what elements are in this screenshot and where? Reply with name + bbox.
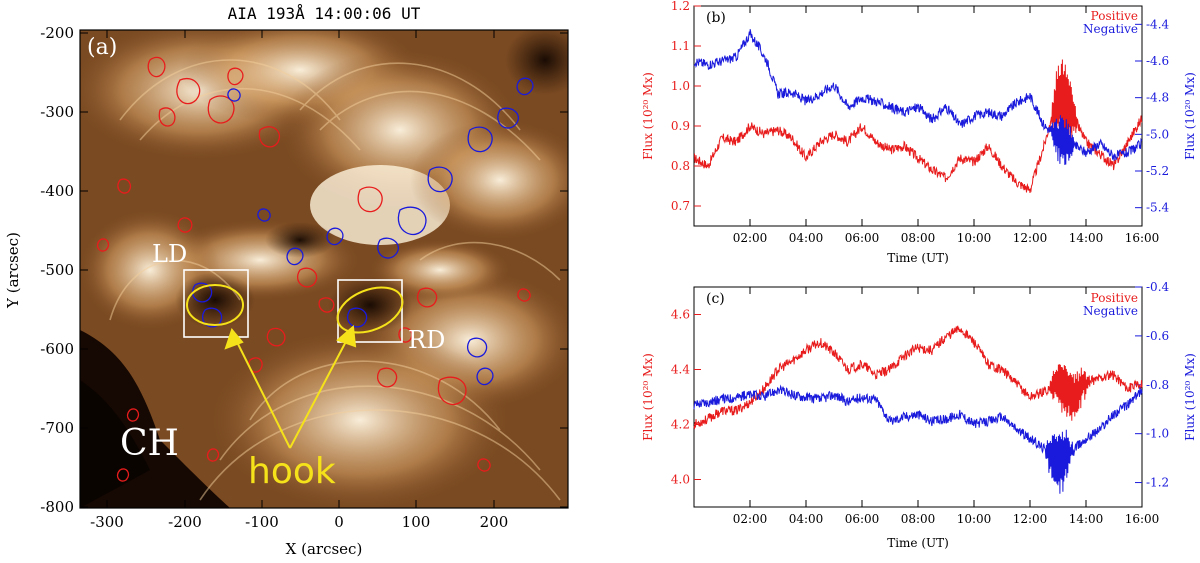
y-right-tick-label: -1.2 bbox=[1146, 476, 1169, 490]
x-tick-label: 16:00 bbox=[1125, 512, 1160, 526]
panel-c: 02:00 04:00 06:00 08:00 10:00 12:00 14:00 16:00… bbox=[641, 280, 1197, 550]
panel-c-label: (c) bbox=[706, 291, 725, 307]
x-tick-label: 02:00 bbox=[733, 512, 768, 526]
x-tick-label: 06:00 bbox=[845, 231, 880, 245]
y-left-tick-label: 4.4 bbox=[671, 363, 690, 377]
x-tick-label: 10:00 bbox=[957, 231, 992, 245]
x-tick-label: 14:00 bbox=[1069, 231, 1104, 245]
x-tick-label: 16:00 bbox=[1125, 231, 1160, 245]
x-tick-label: 14:00 bbox=[1069, 512, 1104, 526]
panel-b-label: (b) bbox=[706, 10, 726, 26]
label-ch: CH bbox=[120, 423, 179, 464]
ld-box bbox=[183, 269, 249, 338]
y-left-tick-label: 1.0 bbox=[671, 79, 690, 93]
y-left-tick-label: 1.1 bbox=[671, 39, 690, 53]
negative-contours bbox=[192, 77, 534, 386]
legend-positive: Positive bbox=[1091, 9, 1138, 23]
x-tick-label: 06:00 bbox=[845, 512, 880, 526]
panel-a-title: AIA 193Å 14:00:06 UT bbox=[228, 4, 421, 23]
label-hook: hook bbox=[248, 451, 336, 492]
y-left-tick-label: 0.9 bbox=[671, 119, 690, 133]
panel-a: AIA 193Å 14:00:06 UT bbox=[4, 4, 569, 558]
legend-positive: Positive bbox=[1091, 291, 1138, 305]
panel-a-frame bbox=[79, 29, 569, 509]
panel-a-label: (a) bbox=[87, 35, 117, 60]
panel-c-ylabel-right: Flux (10²⁰ Mx) bbox=[1183, 353, 1197, 441]
y-right-tick-label: -5.0 bbox=[1146, 127, 1169, 141]
panel-c-xlabel: Time (UT) bbox=[887, 536, 949, 550]
series-negative bbox=[693, 384, 1143, 494]
x-tick-label: 08:00 bbox=[901, 512, 936, 526]
y-right-tick-label: -0.8 bbox=[1146, 378, 1169, 392]
legend-negative: Negative bbox=[1083, 304, 1138, 318]
ld-hook-ellipse bbox=[186, 284, 244, 326]
y-left-tick-label: 0.8 bbox=[671, 159, 690, 173]
series-positive bbox=[693, 325, 1143, 430]
y-left-tick-label: 1.2 bbox=[671, 0, 690, 13]
legend-negative: Negative bbox=[1083, 22, 1138, 36]
panel-a-x-ticks bbox=[106, 30, 495, 508]
y-left-tick-label: 4.6 bbox=[671, 308, 690, 322]
panel-a-xlabel: X (arcsec) bbox=[286, 540, 363, 558]
x-tick-label: 100 bbox=[402, 513, 431, 531]
y-right-tick-label: -4.4 bbox=[1146, 17, 1170, 31]
y-right-tick-label: -5.4 bbox=[1146, 201, 1170, 215]
y-tick-label: -600 bbox=[40, 340, 74, 358]
y-tick-label: -200 bbox=[40, 24, 74, 42]
panel-a-y-ticks bbox=[80, 32, 568, 508]
x-tick-label: -200 bbox=[168, 513, 202, 531]
y-left-tick-label: 4.2 bbox=[671, 418, 690, 432]
y-right-tick-label: -4.6 bbox=[1146, 54, 1169, 68]
panel-b-xlabel: Time (UT) bbox=[887, 251, 949, 265]
series-negative bbox=[693, 29, 1143, 165]
x-tick-label: 0 bbox=[334, 513, 344, 531]
y-right-tick-label: -1.0 bbox=[1146, 427, 1169, 441]
euv-image: LD RD CH hook (a) bbox=[80, 30, 568, 508]
x-tick-label: 08:00 bbox=[901, 231, 936, 245]
panel-a-axes: -300 -200 -100 0 100 200 -200 -300 -400 … bbox=[4, 24, 568, 558]
panel-a-ylabel: Y (arcsec) bbox=[4, 232, 22, 309]
y-right-tick-label: -5.2 bbox=[1146, 164, 1169, 178]
panel-b-ylabel-right: Flux (10²⁰ Mx) bbox=[1183, 72, 1197, 160]
y-right-tick-label: -0.6 bbox=[1146, 329, 1169, 343]
x-tick-label: 200 bbox=[480, 513, 509, 531]
x-tick-label: 04:00 bbox=[789, 231, 824, 245]
y-left-tick-label: 4.0 bbox=[671, 473, 690, 487]
x-tick-label: -300 bbox=[90, 513, 124, 531]
x-tick-label: 12:00 bbox=[1013, 512, 1048, 526]
y-tick-label: -700 bbox=[40, 419, 74, 437]
panel-b: 02:00 04:00 06:00 08:00 10:00 12:00 14:00 16:00… bbox=[641, 0, 1197, 265]
hook-arrows bbox=[224, 324, 357, 449]
y-tick-label: -400 bbox=[40, 182, 74, 200]
positive-contours bbox=[96, 56, 531, 482]
y-right-tick-label: -4.8 bbox=[1146, 91, 1169, 105]
x-tick-label: 10:00 bbox=[957, 512, 992, 526]
x-tick-label: 02:00 bbox=[733, 231, 768, 245]
label-rd: RD bbox=[408, 326, 445, 354]
y-tick-label: -300 bbox=[40, 103, 74, 121]
panel-b-ylabel-left: Flux (10²⁰ Mx) bbox=[641, 72, 655, 160]
y-right-tick-label: -0.4 bbox=[1146, 280, 1170, 294]
panel-c-ylabel-left: Flux (10²⁰ Mx) bbox=[641, 353, 655, 441]
x-tick-label: 04:00 bbox=[789, 512, 824, 526]
rd-box bbox=[337, 279, 403, 343]
y-tick-label: -800 bbox=[40, 498, 74, 516]
y-tick-label: -500 bbox=[40, 261, 74, 279]
label-ld: LD bbox=[152, 240, 187, 268]
x-tick-label: -100 bbox=[245, 513, 279, 531]
series-positive bbox=[694, 59, 1143, 193]
rd-hook-ellipse bbox=[336, 286, 404, 334]
y-left-tick-label: 0.7 bbox=[671, 199, 690, 213]
x-tick-label: 12:00 bbox=[1013, 231, 1048, 245]
